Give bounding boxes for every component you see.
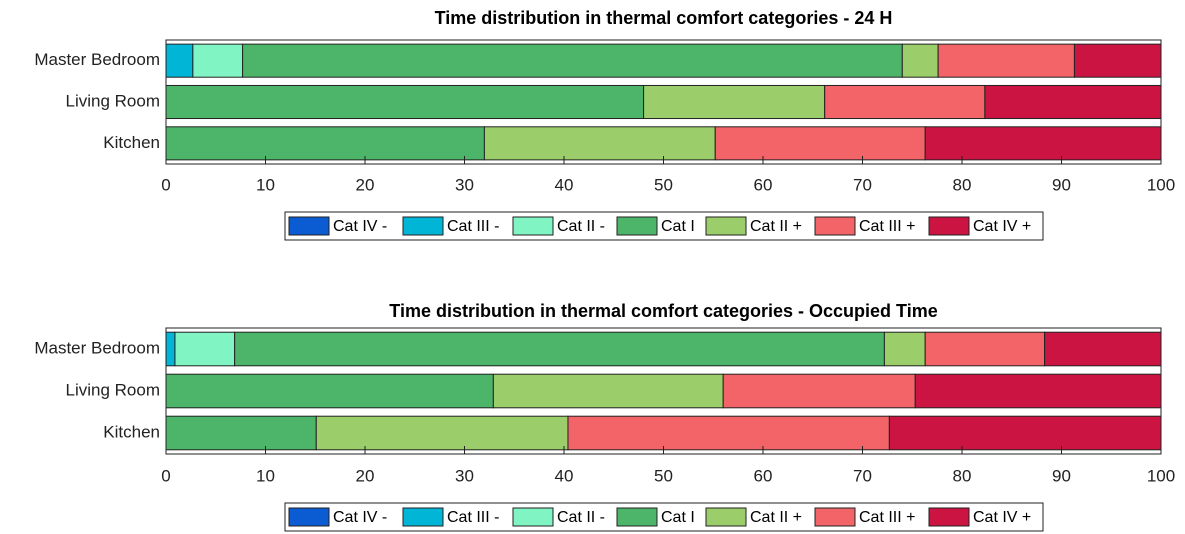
x-tick-label: 50 — [654, 175, 673, 194]
bar-segment — [174, 331, 236, 367]
bar-segment — [165, 331, 176, 367]
bar-segment — [165, 373, 494, 409]
x-tick-label: 40 — [555, 466, 574, 485]
legend-swatch — [705, 216, 747, 236]
legend-label: Cat III - — [447, 509, 499, 526]
bar-segment — [242, 43, 903, 78]
legend-swatch — [928, 507, 970, 527]
x-tick-label: 100 — [1147, 466, 1175, 485]
x-tick-label: 10 — [256, 175, 275, 194]
bar-segment — [1044, 331, 1162, 367]
x-tick-label: 40 — [555, 175, 574, 194]
bar-segment — [914, 373, 1162, 409]
legend-label: Cat I — [661, 509, 695, 526]
legend-swatch — [705, 507, 747, 527]
x-tick-label: 20 — [356, 175, 375, 194]
bar-segment — [492, 373, 724, 409]
legend-swatch — [616, 507, 658, 527]
y-tick-label: Living Room — [66, 91, 161, 110]
legend-swatch — [512, 507, 554, 527]
legend-label: Cat III - — [447, 218, 499, 235]
x-tick-label: 70 — [853, 175, 872, 194]
legend-label: Cat I — [661, 218, 695, 235]
bar-segment — [883, 331, 926, 367]
bar-segment — [234, 331, 885, 367]
bar-segment — [165, 126, 485, 161]
chart-title: Time distribution in thermal comfort cat… — [389, 301, 937, 321]
x-tick-label: 0 — [161, 466, 170, 485]
legend-label: Cat IV - — [333, 218, 387, 235]
bar-segment — [165, 84, 645, 120]
bar-segment — [924, 331, 1046, 367]
bar-segment — [1073, 43, 1162, 78]
bar-segment — [192, 43, 244, 78]
bar-segment — [901, 43, 939, 78]
y-tick-label: Living Room — [66, 380, 161, 399]
chart-title: Time distribution in thermal comfort cat… — [435, 8, 893, 28]
bar-segment — [924, 126, 1162, 161]
bar-segment — [165, 415, 317, 451]
bar-segment — [937, 43, 1075, 78]
bar-segment — [315, 415, 569, 451]
legend-label: Cat III + — [859, 218, 915, 235]
x-tick-label: 100 — [1147, 175, 1175, 194]
legend-swatch — [288, 507, 330, 527]
legend-swatch — [402, 507, 444, 527]
y-tick-label: Kitchen — [103, 133, 160, 152]
y-tick-label: Master Bedroom — [34, 50, 160, 69]
x-tick-label: 90 — [1052, 175, 1071, 194]
legend-label: Cat IV - — [333, 509, 387, 526]
legend-label: Cat II + — [750, 218, 802, 235]
legend-swatch — [928, 216, 970, 236]
bar-segment — [643, 84, 826, 120]
x-tick-label: 30 — [455, 466, 474, 485]
legend-swatch — [616, 216, 658, 236]
x-tick-label: 30 — [455, 175, 474, 194]
y-tick-label: Master Bedroom — [34, 338, 160, 357]
legend-swatch — [814, 507, 856, 527]
x-tick-label: 0 — [161, 175, 170, 194]
bar-segment — [888, 415, 1162, 451]
legend-swatch — [402, 216, 444, 236]
y-tick-label: Kitchen — [103, 422, 160, 441]
x-tick-label: 80 — [953, 175, 972, 194]
x-tick-label: 50 — [654, 466, 673, 485]
bar-segment — [483, 126, 716, 161]
legend-label: Cat II + — [750, 509, 802, 526]
bar-segment — [714, 126, 926, 161]
legend-label: Cat III + — [859, 509, 915, 526]
x-tick-label: 10 — [256, 466, 275, 485]
x-tick-label: 70 — [853, 466, 872, 485]
bar-segment — [824, 84, 986, 120]
bar-segment — [165, 43, 194, 78]
bar-segment — [567, 415, 890, 451]
x-tick-label: 90 — [1052, 466, 1071, 485]
bar-segment — [722, 373, 916, 409]
legend-swatch — [288, 216, 330, 236]
legend-label: Cat II - — [557, 509, 605, 526]
legend-label: Cat IV + — [973, 509, 1031, 526]
x-tick-label: 20 — [356, 466, 375, 485]
legend-label: Cat IV + — [973, 218, 1031, 235]
legend-swatch — [814, 216, 856, 236]
x-tick-label: 60 — [754, 466, 773, 485]
x-tick-label: 80 — [953, 466, 972, 485]
x-tick-label: 60 — [754, 175, 773, 194]
legend-swatch — [512, 216, 554, 236]
legend-label: Cat II - — [557, 218, 605, 235]
bar-segment — [984, 84, 1162, 120]
